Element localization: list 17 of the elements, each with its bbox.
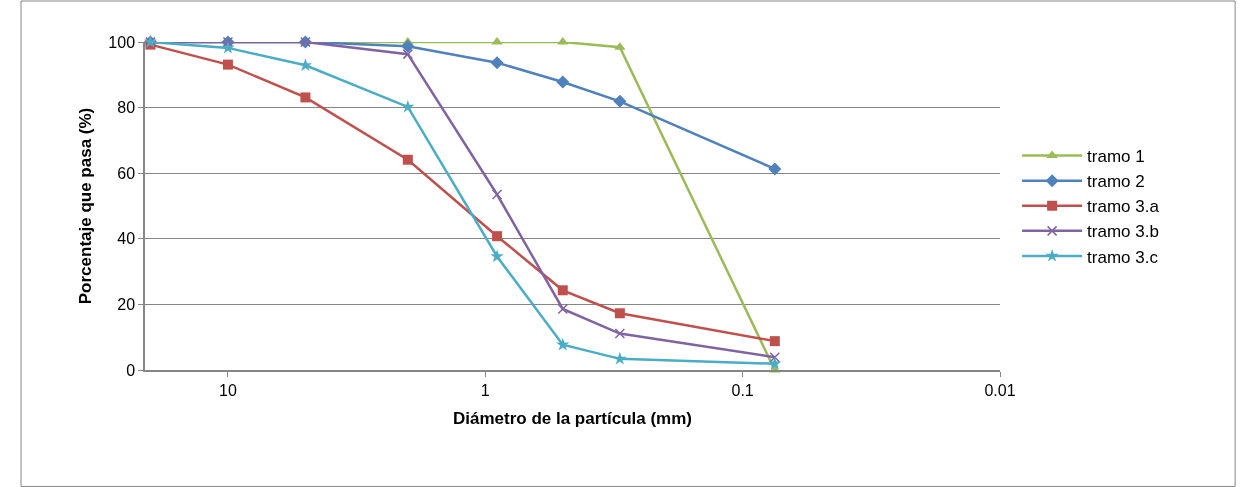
x-tick-label: 10	[219, 381, 237, 399]
y-axis-title: Porcentaje que pasa (%)	[76, 107, 96, 305]
y-tick-label: 60	[117, 164, 136, 182]
y-tick-label: 0	[126, 361, 136, 379]
legend-label: tramo 2	[1087, 172, 1145, 192]
x-tick-label: 0.01	[984, 381, 1016, 399]
legend-label: tramo 3.c	[1087, 247, 1159, 267]
x-tick-label: 1	[480, 381, 490, 399]
legend-label: tramo 3.a	[1087, 197, 1160, 217]
x-tick-label: 0.1	[731, 381, 754, 399]
y-tick-label: 80	[117, 99, 136, 117]
y-tick-label: 20	[117, 296, 136, 313]
legend-label: tramo 3.b	[1087, 222, 1159, 242]
y-tick-label: 100	[108, 33, 136, 51]
legend-label: tramo 1	[1087, 147, 1145, 167]
y-tick-label: 40	[117, 230, 136, 248]
x-axis-title: Diámetro de la partícula (mm)	[452, 408, 693, 428]
